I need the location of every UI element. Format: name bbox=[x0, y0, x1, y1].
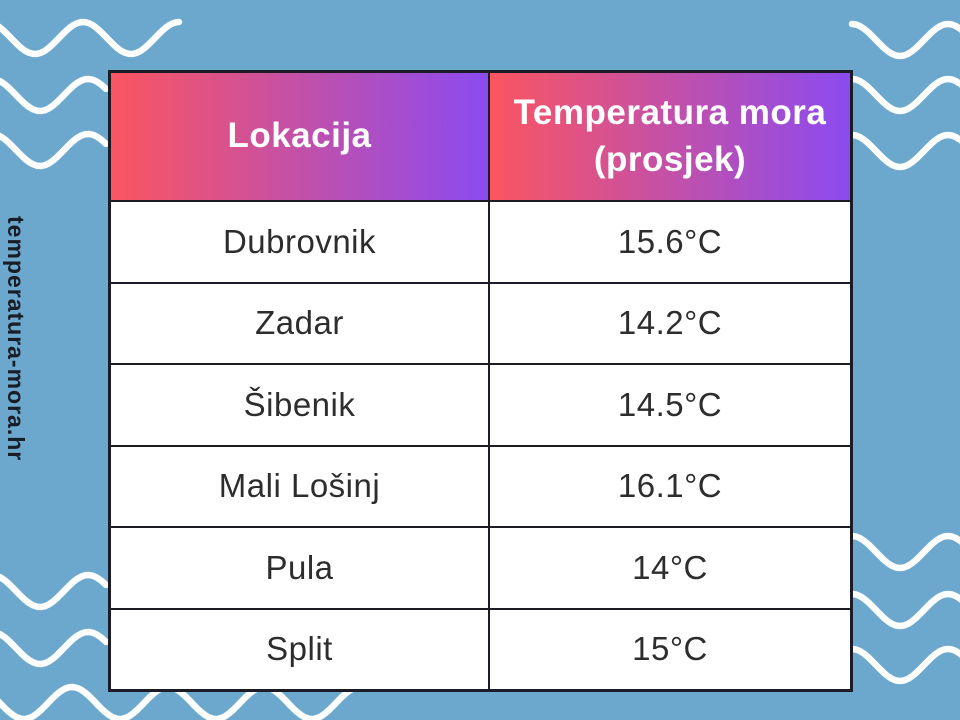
column-header-temperature: Temperatura mora (prosjek) bbox=[488, 73, 850, 200]
location-cell: Mali Lošinj bbox=[111, 444, 488, 526]
temperature-cell: 14°C bbox=[488, 526, 850, 608]
wave-line bbox=[848, 590, 960, 630]
wave-line bbox=[848, 645, 960, 685]
wave-line bbox=[848, 20, 960, 60]
wave-line bbox=[848, 532, 960, 572]
temperature-cell: 15.6°C bbox=[488, 200, 850, 282]
wave-line bbox=[0, 75, 110, 115]
temperature-cell: 15°C bbox=[488, 607, 850, 689]
wave-line bbox=[848, 75, 960, 115]
sea-temperature-table: Lokacija Temperatura mora (prosjek) Dubr… bbox=[108, 70, 853, 692]
wave-line bbox=[0, 18, 183, 58]
wave-line bbox=[0, 130, 110, 170]
site-url-vertical: temperatura-mora.hr bbox=[3, 216, 29, 462]
wave-line bbox=[848, 131, 960, 171]
temperature-cell: 14.2°C bbox=[488, 281, 850, 363]
location-cell: Dubrovnik bbox=[111, 200, 488, 282]
location-cell: Split bbox=[111, 607, 488, 689]
location-cell: Šibenik bbox=[111, 363, 488, 445]
temperature-cell: 16.1°C bbox=[488, 444, 850, 526]
location-cell: Zadar bbox=[111, 281, 488, 363]
column-header-location: Lokacija bbox=[111, 73, 488, 200]
wave-line bbox=[0, 628, 110, 668]
wave-line bbox=[0, 571, 110, 611]
location-cell: Pula bbox=[111, 526, 488, 608]
temperature-cell: 14.5°C bbox=[488, 363, 850, 445]
